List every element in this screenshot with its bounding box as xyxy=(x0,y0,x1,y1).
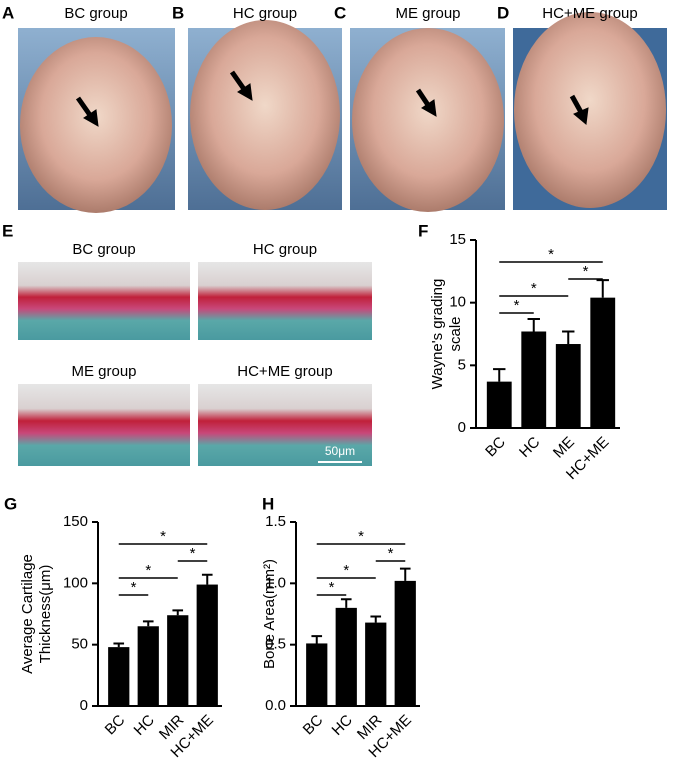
bar xyxy=(590,297,616,428)
histology-label: HC+ME group xyxy=(237,363,332,380)
panel-letter: C xyxy=(334,3,346,22)
y-tick-label: 0.5 xyxy=(265,636,286,653)
y-tick-label: 15 xyxy=(449,231,466,248)
y-tick-label: 0 xyxy=(80,697,88,714)
significance-label: * xyxy=(548,246,554,263)
arrows xyxy=(75,70,589,127)
y-tick-label: 0.0 xyxy=(265,697,286,714)
tissue xyxy=(352,28,504,212)
error-bar xyxy=(311,635,323,644)
error-bar xyxy=(562,330,575,345)
significance-label: * xyxy=(583,263,589,280)
significance-label: * xyxy=(160,528,166,545)
error-bar xyxy=(113,642,125,648)
significance-label: * xyxy=(329,579,335,596)
bar xyxy=(306,643,328,706)
significance-label: * xyxy=(514,297,520,314)
error-bar xyxy=(201,573,213,585)
photo-label: HC+ME group xyxy=(542,5,637,22)
error-bar xyxy=(493,368,506,382)
error-bar xyxy=(172,609,184,616)
error-bar xyxy=(142,620,154,627)
x-tick-label: BC xyxy=(102,712,129,739)
bar xyxy=(555,344,581,428)
y-axis-label: scale xyxy=(447,316,464,351)
x-tick-label: BC xyxy=(482,434,509,461)
error-bar xyxy=(527,317,540,332)
error-bar xyxy=(596,279,609,298)
bar xyxy=(335,607,357,706)
significance-label: * xyxy=(343,562,349,579)
y-axis-label: Average Cartilage xyxy=(19,554,36,674)
panel-letter: H xyxy=(262,494,274,513)
x-tick-label: HC xyxy=(329,712,356,739)
significance-label: * xyxy=(358,528,364,545)
x-tick-label: ME xyxy=(550,434,578,462)
significance-label: * xyxy=(190,545,196,562)
bar xyxy=(196,584,218,706)
tissue xyxy=(190,20,340,210)
bar xyxy=(521,331,547,428)
y-tick-label: 5 xyxy=(458,356,466,373)
bar xyxy=(365,622,387,706)
significance-label: * xyxy=(531,280,537,297)
panel-letter: G xyxy=(4,494,17,513)
bar xyxy=(108,647,130,706)
histology-label: ME group xyxy=(71,363,136,380)
significance-label: * xyxy=(388,545,394,562)
y-axis-label: Thickness(μm) xyxy=(37,565,54,664)
histology-label: HC group xyxy=(253,241,317,258)
y-axis-label: Bone Area(mm²) xyxy=(261,559,278,669)
error-bar xyxy=(370,615,382,623)
bar xyxy=(137,626,159,706)
y-tick-label: 100 xyxy=(63,574,88,591)
y-tick-label: 1.0 xyxy=(265,574,286,591)
error-bar xyxy=(399,567,411,581)
histology-images xyxy=(18,262,372,466)
y-axis-label: Wayne's grading xyxy=(429,279,446,390)
bar xyxy=(394,580,416,706)
histology-image xyxy=(18,384,190,466)
panel-letter: B xyxy=(172,3,184,22)
y-tick-label: 50 xyxy=(71,636,88,653)
scale-bar-label: 50μm xyxy=(325,444,355,458)
y-tick-label: 1.5 xyxy=(265,513,286,530)
bar xyxy=(486,381,512,428)
histology-label: BC group xyxy=(72,241,135,258)
photo-label: ME group xyxy=(395,5,460,22)
photos xyxy=(18,12,667,213)
panel-letter: E xyxy=(2,221,13,240)
significance-label: * xyxy=(131,579,137,596)
y-tick-label: 0 xyxy=(458,419,466,436)
panel-letter: D xyxy=(497,3,509,22)
bar xyxy=(167,615,189,706)
histology-image xyxy=(198,384,372,466)
x-tick-label: HC xyxy=(131,712,158,739)
histology-image xyxy=(198,262,372,340)
significance-label: * xyxy=(145,562,151,579)
photo-label: BC group xyxy=(64,5,127,22)
x-tick-label: BC xyxy=(300,712,327,739)
y-tick-label: 10 xyxy=(449,294,466,311)
tissue xyxy=(514,12,666,208)
x-tick-label: HC xyxy=(516,434,543,461)
y-tick-label: 150 xyxy=(63,513,88,530)
error-bar xyxy=(340,598,352,608)
histology-image xyxy=(18,262,190,340)
panel-letter: F xyxy=(418,221,428,240)
panel-letter: A xyxy=(2,3,14,22)
photo-label: HC group xyxy=(233,5,297,22)
